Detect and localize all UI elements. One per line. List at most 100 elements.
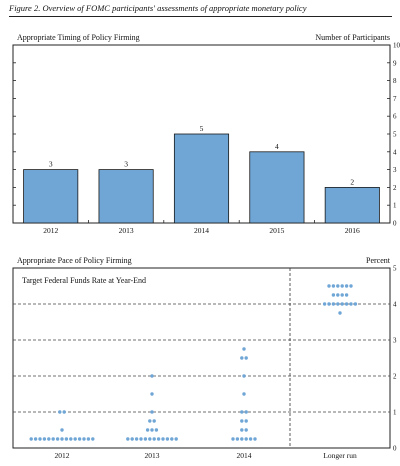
top-y-tick-label: 5 bbox=[393, 131, 397, 139]
dot-2014 bbox=[244, 410, 248, 414]
dot-2013 bbox=[134, 437, 139, 441]
dot-2012 bbox=[62, 410, 66, 414]
dot-2013 bbox=[161, 437, 165, 441]
dot-longer-run bbox=[344, 302, 349, 306]
bar-2016 bbox=[324, 186, 380, 224]
dot-2014 bbox=[244, 356, 248, 360]
dot-2012 bbox=[47, 437, 51, 441]
top-x-axis: 2012 2013 2014 2015 2016 bbox=[12, 220, 360, 235]
top-y-tick-label: 0 bbox=[393, 220, 397, 228]
bottom-x-tick-label: 2012 bbox=[55, 451, 70, 460]
bottom-y-tick-label: 3 bbox=[393, 337, 397, 345]
top-y-tick-label: 7 bbox=[393, 95, 397, 103]
dot-longer-run bbox=[340, 284, 344, 288]
dot-2013 bbox=[148, 437, 152, 441]
bottom-plot-frame bbox=[12, 267, 391, 449]
dot-2012 bbox=[58, 410, 62, 414]
top-y-tick-label: 6 bbox=[393, 113, 397, 121]
dot-longer-run bbox=[338, 311, 342, 315]
top-x-tick-label: 2015 bbox=[269, 226, 284, 235]
dot-2013 bbox=[152, 419, 156, 423]
dot-2014 bbox=[242, 392, 246, 396]
dot-2014 bbox=[244, 428, 248, 432]
bar-value-label: 5 bbox=[200, 124, 204, 133]
dot-2012 bbox=[60, 437, 64, 441]
bottom-chart-title: Appropriate Pace of Policy Firming bbox=[17, 256, 132, 265]
top-x-tick-label: 2012 bbox=[43, 226, 58, 235]
dot-2013 bbox=[154, 428, 159, 432]
top-chart-ylabel: Number of Participants bbox=[315, 33, 390, 42]
dot-2014 bbox=[253, 437, 257, 441]
dot-2012 bbox=[38, 437, 42, 441]
bar-value-label: 3 bbox=[49, 160, 53, 169]
dot-2013 bbox=[150, 374, 154, 378]
dot-longer-run bbox=[344, 293, 349, 297]
dot-2012 bbox=[86, 437, 91, 441]
dot-2014 bbox=[244, 419, 248, 423]
dot-2014 bbox=[240, 437, 244, 441]
bottom-x-tick-label: 2014 bbox=[237, 451, 252, 460]
dot-longer-run bbox=[331, 293, 336, 297]
dot-2014 bbox=[240, 356, 244, 360]
bottom-x-tick-label: Longer run bbox=[323, 451, 357, 460]
dot-2013 bbox=[130, 437, 134, 441]
dot-2012 bbox=[77, 437, 82, 441]
top-chart-title: Appropriate Timing of Policy Firming bbox=[17, 33, 140, 42]
top-y-tick-label: 3 bbox=[393, 166, 397, 174]
top-x-tick-label: 2016 bbox=[345, 226, 360, 235]
bar-value-label: 2 bbox=[350, 177, 354, 186]
dot-2012 bbox=[33, 437, 38, 441]
bottom-y-tick-label: 1 bbox=[393, 409, 397, 417]
dot-longer-run bbox=[340, 293, 344, 297]
dot-2014 bbox=[231, 437, 235, 441]
bottom-y-axis: 0 1 2 3 4 5 bbox=[393, 265, 397, 453]
bottom-x-axis: 2012 2013 2014 Longer run bbox=[55, 451, 358, 460]
dot-longer-run bbox=[336, 302, 340, 306]
bar-2014 bbox=[173, 133, 230, 224]
bottom-dots bbox=[29, 284, 358, 441]
bar-value-label: 3 bbox=[124, 160, 128, 169]
dot-longer-run bbox=[340, 302, 344, 306]
dot-2014 bbox=[235, 437, 240, 441]
bar-2015 bbox=[249, 151, 305, 224]
top-y-tick-label: 1 bbox=[393, 202, 397, 210]
top-y-tick-label: 4 bbox=[393, 148, 397, 156]
dot-2012 bbox=[51, 437, 55, 441]
bottom-gridlines bbox=[13, 303, 390, 413]
dot-2013 bbox=[143, 437, 148, 441]
dot-longer-run bbox=[331, 284, 336, 288]
bottom-y-tick-label: 0 bbox=[393, 445, 397, 453]
dot-2012 bbox=[91, 437, 95, 441]
top-x-tick-label: 2014 bbox=[194, 226, 209, 235]
dot-2013 bbox=[152, 437, 156, 441]
top-y-tick-label: 9 bbox=[393, 59, 397, 67]
top-y-tick-label: 8 bbox=[393, 77, 397, 85]
dot-2013 bbox=[156, 437, 161, 441]
dot-2012 bbox=[29, 437, 33, 441]
timing-bar-chart: Appropriate Timing of Policy Firming Num… bbox=[12, 33, 400, 235]
dot-2013 bbox=[139, 437, 143, 441]
dot-2014 bbox=[240, 419, 244, 423]
dot-2013 bbox=[170, 437, 174, 441]
dot-longer-run bbox=[331, 302, 336, 306]
dot-2014 bbox=[242, 374, 246, 378]
bottom-y-tick-label: 2 bbox=[393, 373, 397, 381]
dot-2013 bbox=[174, 437, 178, 441]
bottom-y-tick-label: 4 bbox=[393, 301, 397, 309]
dot-2012 bbox=[69, 437, 73, 441]
bar-2012 bbox=[23, 169, 79, 224]
bottom-x-tick-label: 2013 bbox=[145, 451, 160, 460]
dot-2013 bbox=[148, 419, 152, 423]
dot-2013 bbox=[145, 428, 150, 432]
bottom-y-tick-label: 5 bbox=[393, 265, 397, 273]
dot-2013 bbox=[126, 437, 130, 441]
dot-2013 bbox=[150, 410, 154, 414]
dot-2014 bbox=[244, 437, 248, 441]
dot-2014 bbox=[248, 437, 253, 441]
bar-2013 bbox=[98, 169, 154, 224]
top-y-axis: 0 1 2 3 4 5 6 7 8 9 10 bbox=[13, 42, 400, 228]
bar-value-label: 4 bbox=[275, 142, 279, 151]
top-y-tick-label: 10 bbox=[393, 42, 400, 50]
dot-longer-run bbox=[349, 284, 353, 288]
